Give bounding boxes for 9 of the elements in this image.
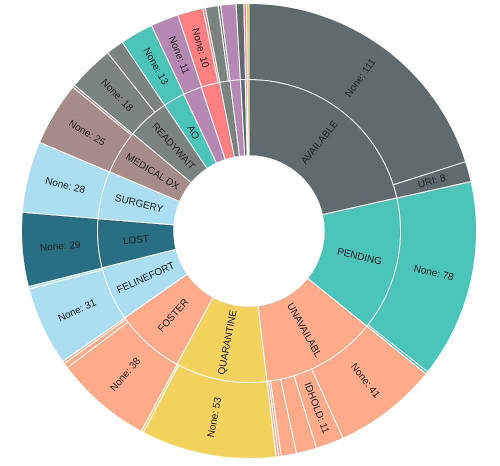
slice-label: None: 31 bbox=[56, 297, 98, 325]
slice-label: None: 10 bbox=[189, 27, 210, 70]
slice-label: URI: 8 bbox=[416, 172, 448, 191]
slice-label: PENDING bbox=[336, 246, 383, 268]
slice-label: None: 28 bbox=[44, 176, 86, 196]
slice-label: None: 29 bbox=[40, 240, 82, 254]
slice-label: LOST bbox=[122, 234, 150, 248]
slice-label: None: 53 bbox=[206, 396, 224, 438]
slice-label: None: 78 bbox=[412, 264, 456, 284]
